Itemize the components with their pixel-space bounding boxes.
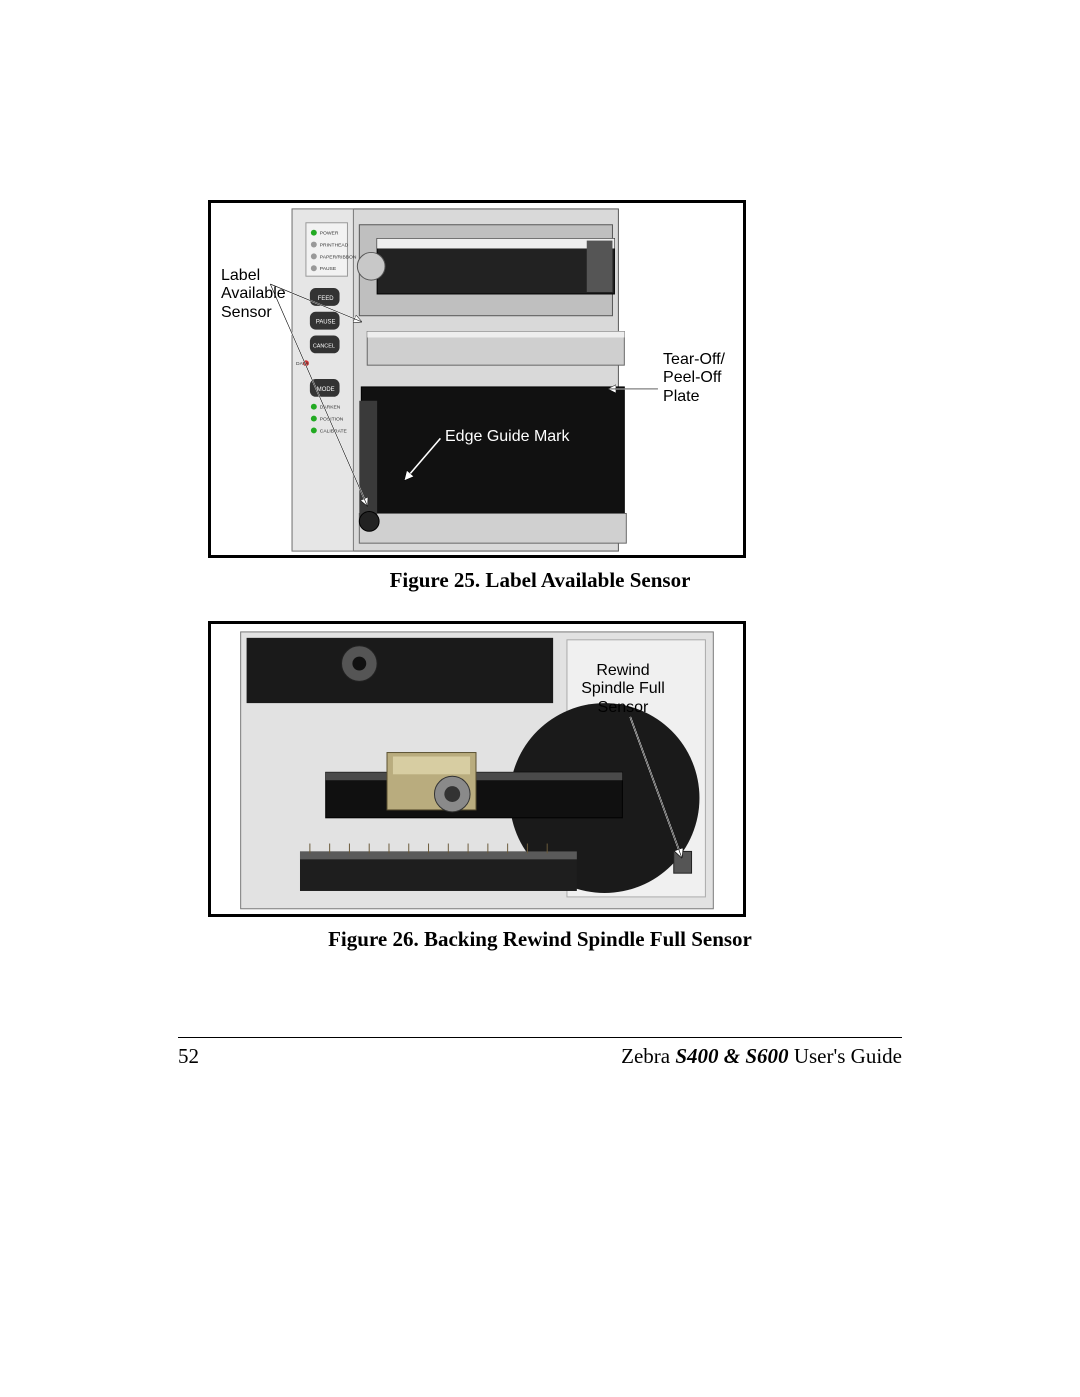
figure-26-frame: Rewind Spindle Full Sensor xyxy=(208,621,746,917)
svg-text:PAUSE: PAUSE xyxy=(320,266,337,272)
svg-text:PRINTHEAD: PRINTHEAD xyxy=(320,243,349,249)
footer-suffix: User's Guide xyxy=(789,1044,902,1068)
figure-25-frame: POWER PRINTHEAD PAPER/RIBBON PAUSE FEED … xyxy=(208,200,746,558)
callout-line: Sensor xyxy=(598,699,649,716)
footer-models: S400 & S600 xyxy=(675,1044,788,1068)
footer-title: Zebra S400 & S600 User's Guide xyxy=(621,1044,902,1069)
svg-text:PAUSE: PAUSE xyxy=(316,320,336,326)
svg-text:CANCEL: CANCEL xyxy=(313,343,335,349)
callout-line: Rewind xyxy=(596,662,649,679)
callout-line: Available xyxy=(221,285,286,302)
svg-text:POWER: POWER xyxy=(320,231,339,237)
svg-text:FEED: FEED xyxy=(318,296,334,302)
callout-line: Sensor xyxy=(221,304,272,321)
callout-edge-guide-mark: Edge Guide Mark xyxy=(445,428,570,446)
callout-line: Tear-Off/ xyxy=(663,351,725,368)
callout-rewind-spindle-full-sensor: Rewind Spindle Full Sensor xyxy=(563,662,683,717)
svg-text:DATA: DATA xyxy=(296,361,309,367)
footer-brand: Zebra xyxy=(621,1044,675,1068)
callout-line: Peel-Off xyxy=(663,369,721,386)
document-page: POWER PRINTHEAD PAPER/RIBBON PAUSE FEED … xyxy=(0,0,1080,1397)
callout-label-available-sensor: Label Available Sensor xyxy=(221,267,286,322)
svg-text:PAPER/RIBBON: PAPER/RIBBON xyxy=(320,254,357,260)
figure-25-caption: Figure 25. Label Available Sensor xyxy=(178,568,902,593)
callout-line: Edge Guide Mark xyxy=(445,428,570,445)
callout-line: Spindle Full xyxy=(581,680,665,697)
callout-tear-off-plate: Tear-Off/ Peel-Off Plate xyxy=(663,351,725,406)
callout-line: Plate xyxy=(663,388,699,405)
svg-text:MODE: MODE xyxy=(317,387,335,393)
svg-text:POSITION: POSITION xyxy=(320,417,344,423)
callout-line: Label xyxy=(221,267,260,284)
page-footer: 52 Zebra S400 & S600 User's Guide xyxy=(178,1037,902,1069)
figure-26-caption: Figure 26. Backing Rewind Spindle Full S… xyxy=(178,927,902,952)
page-number: 52 xyxy=(178,1044,199,1069)
